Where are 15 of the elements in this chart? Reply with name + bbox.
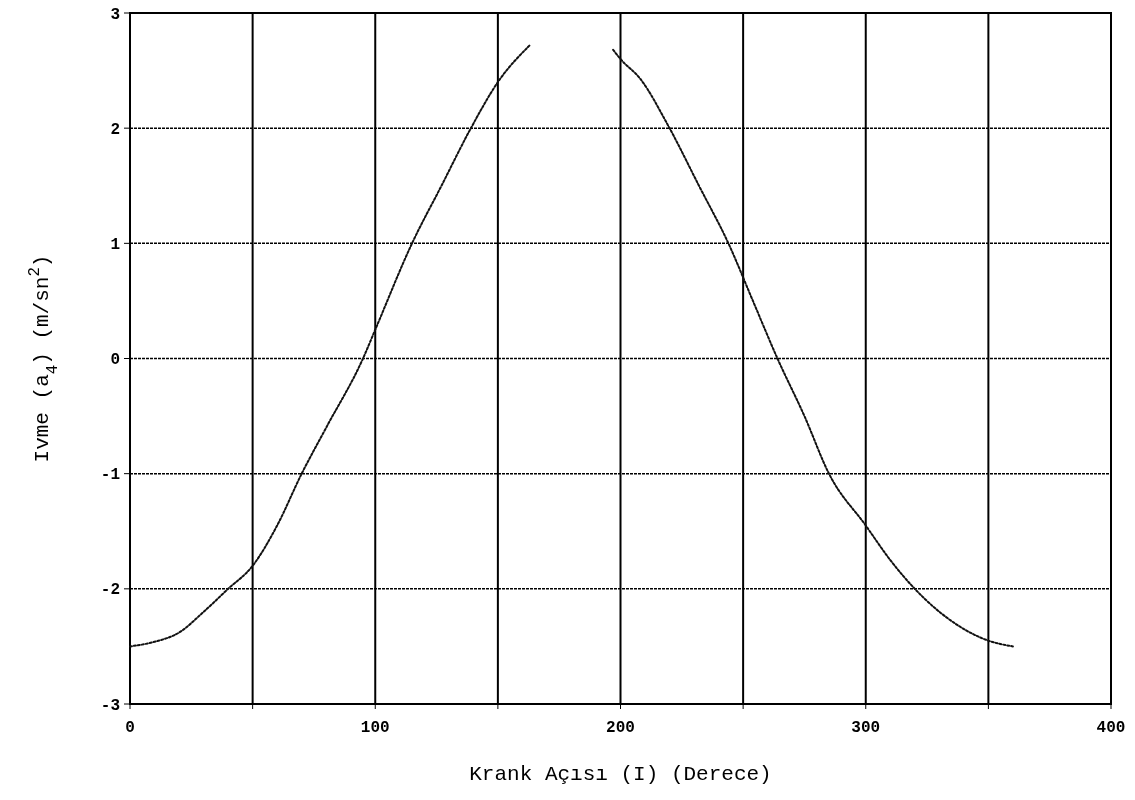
x-tick-label: 200	[606, 719, 635, 737]
x-tick-label: 100	[360, 719, 390, 737]
x-axis-title: Krank Açısı (I) (Derece)	[469, 763, 772, 786]
x-tick-label: 300	[851, 719, 881, 737]
line-series	[612, 48, 1014, 648]
y-tick-label: -1	[100, 466, 120, 485]
y-tick-label: 1	[110, 235, 120, 254]
y-tick-label: 3	[110, 5, 120, 24]
y-tick-label: 2	[110, 120, 120, 139]
y-tick-label: -3	[100, 696, 120, 715]
x-tick-label: 0	[125, 719, 135, 737]
x-tick-label: 400	[1096, 719, 1126, 737]
line-series	[129, 44, 531, 648]
y-tick-label: -2	[100, 581, 120, 600]
y-tick-label: 0	[110, 351, 120, 370]
